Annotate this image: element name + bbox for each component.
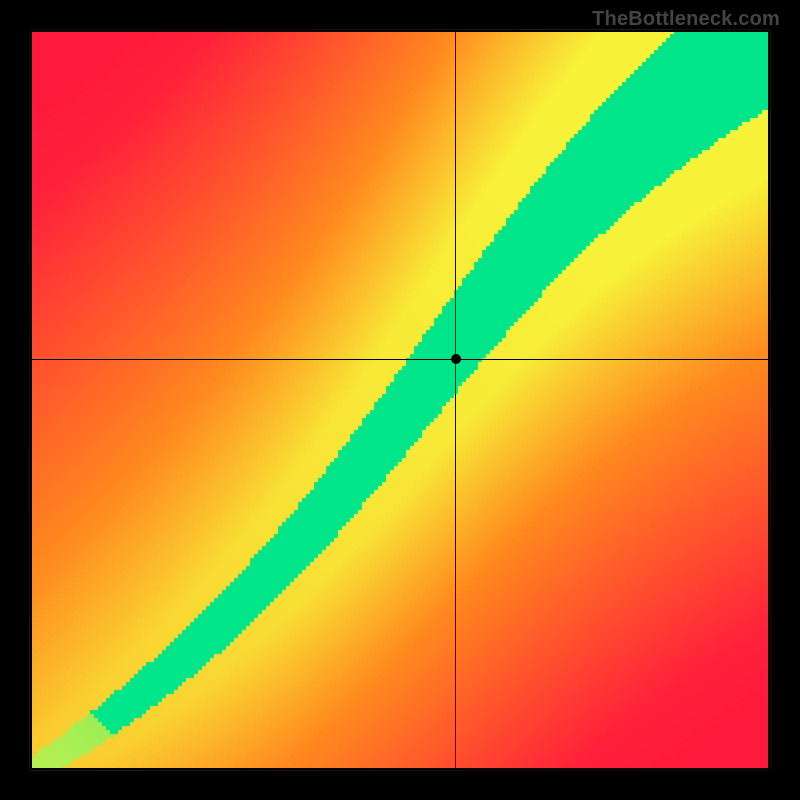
chart-container: { "meta": { "watermark": "TheBottleneck.… — [0, 0, 800, 800]
watermark-text: TheBottleneck.com — [592, 8, 780, 31]
bottleneck-heatmap — [0, 0, 800, 800]
